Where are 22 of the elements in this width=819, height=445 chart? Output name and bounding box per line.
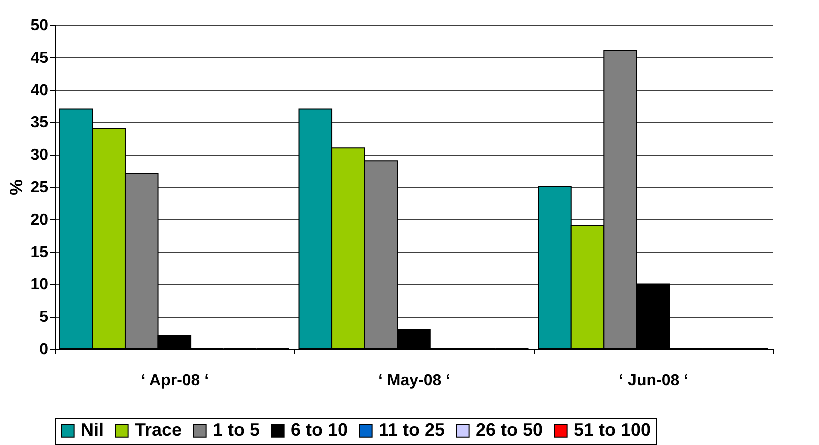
legend-label: 26 to 50: [476, 420, 544, 440]
y-tick-label: 50: [30, 18, 49, 34]
y-tick-label: 10: [30, 276, 49, 294]
x-tick-label: ‘ May-08 ‘: [378, 372, 451, 390]
legend-label: 11 to 25: [379, 420, 446, 440]
y-tick-label: 5: [40, 309, 49, 326]
y-tick-label: 40: [30, 82, 49, 100]
legend-label: 6 to 10: [291, 420, 348, 440]
legend-label: Nil: [81, 420, 104, 440]
legend-label: 51 to 100: [574, 420, 652, 440]
x-tick-label: ‘ Jun-08 ‘: [619, 372, 689, 390]
y-tick-label: 20: [30, 212, 49, 229]
y-tick-label: 15: [30, 244, 49, 262]
legend-label: 1 to 5: [213, 420, 260, 440]
y-tick-label: 45: [30, 50, 49, 67]
y-tick-label: 25: [30, 180, 49, 196]
y-axis-title: %: [6, 179, 27, 196]
x-tick-label: ‘ Apr-08 ‘: [141, 372, 210, 390]
y-tick-label: 35: [30, 114, 49, 132]
y-tick-label: 0: [40, 342, 49, 358]
y-tick-label: 30: [30, 147, 49, 164]
legend-label: Trace: [135, 420, 182, 440]
